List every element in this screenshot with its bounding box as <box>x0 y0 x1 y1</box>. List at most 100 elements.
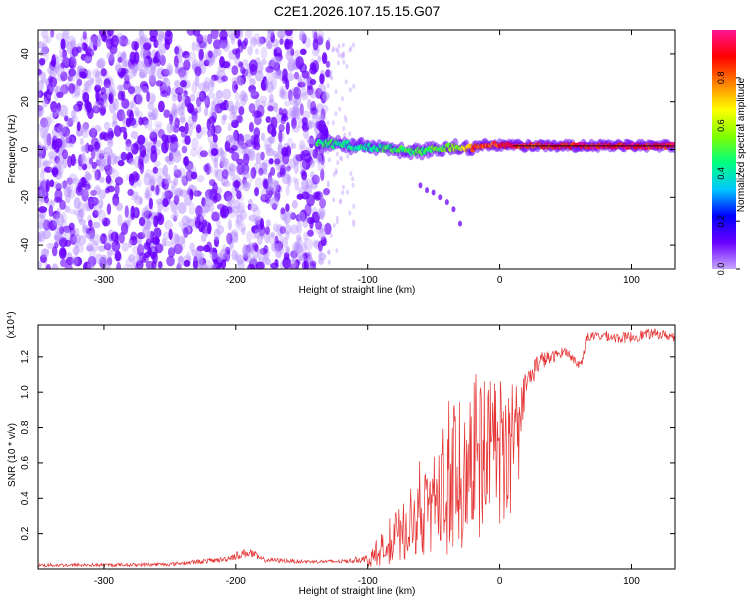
spectrogram-noise-point <box>139 47 147 60</box>
spectrogram-noise-point <box>89 34 95 48</box>
spectrogram-y-label: Frequency (Hz) <box>7 115 18 184</box>
spectrogram-noise-point <box>59 225 65 235</box>
spectrogram-noise-point <box>149 174 158 185</box>
spectrogram-noise-point <box>54 155 61 164</box>
spectrogram-noise-point <box>100 233 107 245</box>
spectrogram-noise-point <box>226 232 233 245</box>
spectrogram-noise-point <box>287 89 293 102</box>
spectrogram-noise-point <box>106 185 116 193</box>
spectrogram-noise-point <box>133 85 141 95</box>
spectrogram-noise-point <box>70 153 76 167</box>
spectrogram-noise-point <box>284 215 289 226</box>
spectrogram-noise-point <box>317 120 327 133</box>
spectrogram-noise-point <box>144 192 151 201</box>
x-tick-label: -200 <box>226 576 246 587</box>
spectrogram-noise-point <box>316 30 325 39</box>
spectrogram-noise-point <box>85 69 92 80</box>
spectrogram-noise-point <box>206 33 213 45</box>
spectrogram-noise-point <box>103 78 111 89</box>
spectrogram-noise-point <box>296 254 305 262</box>
spectrogram-noise-point <box>65 131 71 143</box>
spectrogram-noise-point <box>127 188 134 197</box>
spectrogram-noise-point <box>143 210 152 219</box>
spectrogram-noise-point <box>90 189 98 197</box>
spectrogram-noise-point <box>250 167 257 179</box>
spectrogram-noise-point <box>107 137 114 148</box>
spectrogram-noise-point <box>125 257 134 268</box>
spectrogram-noise-point <box>101 31 107 43</box>
spectrogram-noise-point <box>232 180 241 188</box>
spectrogram-noise-point <box>94 184 101 196</box>
spectrogram-noise-point <box>271 72 281 79</box>
spectrogram-noise-point <box>196 33 204 44</box>
spectrogram-noise-point <box>293 162 299 174</box>
spectrogram-noise-point <box>99 163 105 172</box>
spectrogram-noise-point <box>298 255 307 262</box>
spectrogram-noise-point <box>326 120 330 126</box>
spectrogram-noise-point <box>233 30 241 39</box>
spectrogram-noise-point <box>191 41 197 52</box>
spectrogram-noise-point <box>174 187 183 197</box>
spectrogram-noise-point <box>150 145 157 155</box>
spectrogram-noise-point <box>99 132 105 141</box>
spectrogram-noise-point <box>279 38 284 45</box>
spectrogram-noise-point <box>46 133 52 146</box>
spectrogram-noise-point <box>235 76 242 83</box>
spectrogram-noise-point <box>150 60 157 74</box>
spectrogram-noise-point <box>241 68 249 77</box>
spectrogram-noise-point <box>319 198 327 209</box>
spectrogram-noise-point <box>228 162 235 171</box>
spectrogram-noise-point <box>322 188 331 196</box>
spectrogram-noise-point <box>185 169 194 182</box>
spectrogram-noise-point <box>219 156 226 166</box>
spectrogram-noise-point <box>40 169 45 182</box>
spectrogram-noise-point <box>160 68 170 77</box>
spectrogram-noise-point <box>143 42 152 51</box>
spectrogram-noise-point <box>65 136 73 144</box>
spectrogram-noise-point <box>73 256 83 267</box>
spectrogram-noise-point <box>329 232 333 238</box>
spectrogram-noise-point <box>331 120 335 126</box>
spectrogram-noise-point <box>121 242 129 252</box>
spectrogram-noise-point <box>260 151 265 161</box>
spectrogram-noise-point <box>303 231 309 242</box>
spectrogram-noise-point <box>273 61 281 72</box>
spectrogram-noise-point <box>316 154 323 164</box>
x-tick-label: -200 <box>226 275 246 286</box>
spectrogram-noise-point <box>188 202 195 215</box>
spectrogram-noise-point <box>81 123 88 134</box>
spectrogram-noise-point <box>237 204 244 214</box>
spectrogram-noise-point <box>234 251 240 262</box>
spectrogram-noise-point <box>262 76 268 85</box>
spectrogram-noise-point <box>332 223 336 229</box>
y-tick-label: 0.6 <box>20 456 31 470</box>
spectrogram-noise-point <box>300 178 309 189</box>
spectrogram-noise-point <box>109 167 116 174</box>
spectrogram-noise-point <box>337 43 341 49</box>
spectrogram-noise-point <box>301 179 310 191</box>
spectrogram-noise-point <box>255 152 262 166</box>
spectrogram-noise-point <box>186 163 194 173</box>
spectrogram-noise-point <box>138 36 147 45</box>
spectrogram-noise-point <box>268 59 275 69</box>
spectrogram-noise-point <box>285 121 290 135</box>
spectrogram-noise-point <box>291 142 297 150</box>
spectrogram-noise-point <box>84 80 92 93</box>
spectrogram-noise-point <box>150 93 156 104</box>
spectrogram-tail-point <box>438 194 443 201</box>
spectrogram-noise-point <box>217 48 222 57</box>
spectrogram-noise-point <box>209 200 215 214</box>
spectrogram-noise-point <box>149 176 156 188</box>
spectrogram-noise-point <box>82 122 90 130</box>
spectrogram-noise-point <box>89 77 95 84</box>
spectrogram-noise-point <box>56 91 64 99</box>
spectrogram-noise-point <box>96 150 105 157</box>
spectrogram-noise-point <box>200 263 208 269</box>
spectrogram-noise-point <box>216 252 223 263</box>
spectrogram-noise-point <box>134 106 140 117</box>
spectrogram-noise-point <box>294 49 301 59</box>
spectrogram-noise-point <box>238 77 245 87</box>
spectrogram-noise-point <box>177 48 184 58</box>
spectrogram-noise-point <box>58 181 68 190</box>
